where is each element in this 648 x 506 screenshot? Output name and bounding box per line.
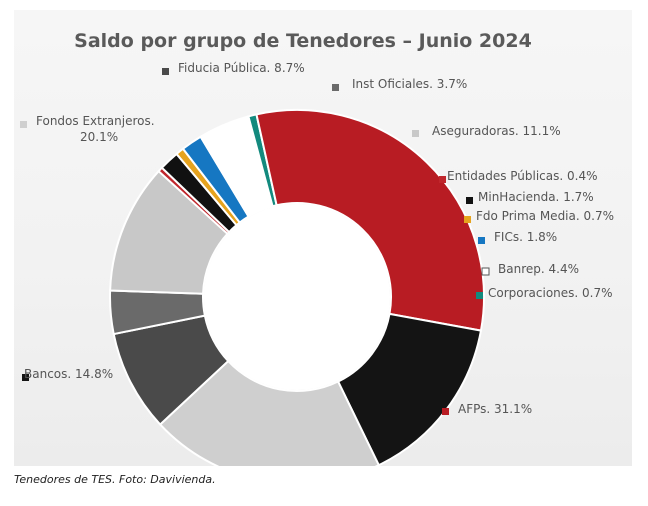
label-fics: FICs. 1.8%: [494, 230, 557, 244]
label-corporaciones: Corporaciones. 0.7%: [488, 286, 613, 300]
label-inst-oficiales: Inst Oficiales. 3.7%: [352, 77, 467, 91]
donut-hole: [204, 204, 390, 390]
legend-marker-fiducia-publica: [162, 68, 169, 75]
legend-marker-fics: [478, 237, 485, 244]
legend-marker-afps: [442, 408, 449, 415]
label-bancos: Bancos. 14.8%: [24, 367, 113, 381]
image-caption: Tenedores de TES. Foto: Davivienda.: [14, 473, 216, 486]
legend-marker-minhacienda: [466, 197, 473, 204]
chart-title: Saldo por grupo de Tenedores – Junio 202…: [74, 30, 532, 52]
label-fdo-prima-media: Fdo Prima Media. 0.7%: [476, 209, 614, 223]
legend-marker-aseguradoras: [412, 130, 419, 137]
slice-fondos-extranjeros: [158, 359, 381, 466]
label-banrep: Banrep. 4.4%: [498, 262, 579, 276]
chart-figure: Saldo por grupo de Tenedores – Junio 202…: [14, 10, 632, 466]
legend-marker-bancos: [22, 374, 29, 381]
donut-chart: Saldo por grupo de Tenedores – Junio 202…: [20, 30, 614, 466]
label-fiducia-publica: Fiducia Pública. 8.7%: [178, 61, 305, 75]
label-aseguradoras: Aseguradoras. 11.1%: [432, 124, 561, 138]
legend-marker-fondos-extranjeros: [20, 121, 27, 128]
legend-marker-inst-oficiales: [332, 84, 339, 91]
label-afps: AFPs. 31.1%: [458, 402, 532, 416]
legend-marker-entidades-publicas: [439, 176, 446, 183]
label-minhacienda: MinHacienda. 1.7%: [478, 190, 594, 204]
label-fondos-extranjeros: Fondos Extranjeros. 20.1%: [36, 114, 155, 144]
legend-marker-corporaciones: [476, 292, 483, 299]
label-entidades-publicas: Entidades Públicas. 0.4%: [447, 169, 598, 183]
legend-marker-fdo-prima-media: [464, 216, 471, 223]
slice-labels: Fiducia Pública. 8.7% Inst Oficiales. 3.7…: [20, 61, 614, 416]
slice-afps: [255, 109, 485, 332]
donut-slices: [109, 109, 485, 466]
legend-marker-banrep: [481, 267, 490, 276]
slice-bancos: [336, 312, 483, 466]
